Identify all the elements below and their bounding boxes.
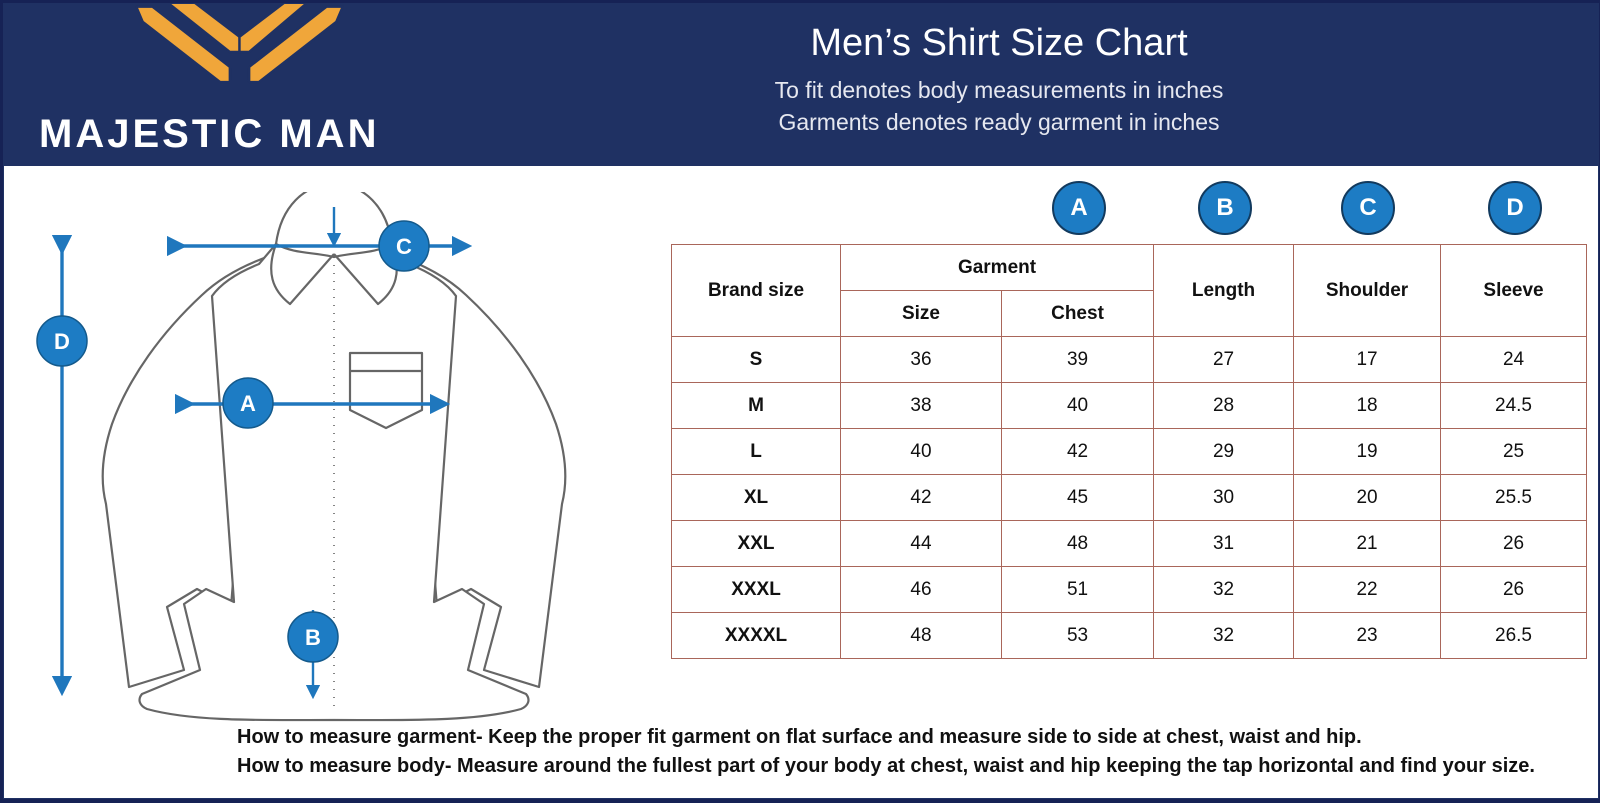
- svg-text:D: D: [54, 329, 70, 354]
- svg-text:A: A: [240, 391, 256, 416]
- svg-text:B: B: [305, 625, 321, 650]
- svg-text:C: C: [396, 234, 412, 259]
